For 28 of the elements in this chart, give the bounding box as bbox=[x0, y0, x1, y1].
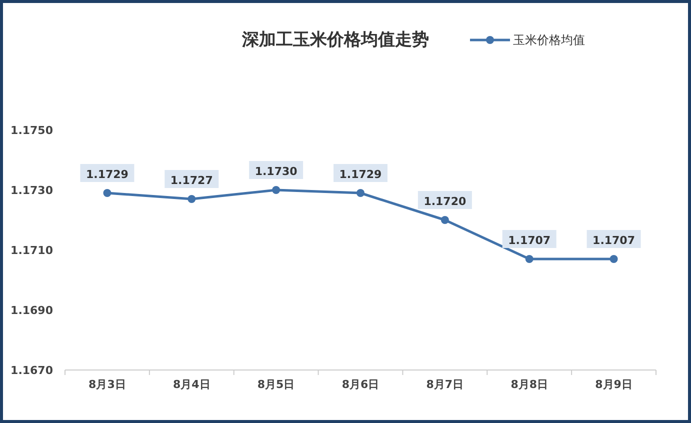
point bbox=[103, 189, 112, 197]
x-tick-label: 8月6日 bbox=[342, 378, 380, 391]
chart-title: 深加工玉米价格均值走势 bbox=[241, 30, 429, 50]
data-label: 1.1729 bbox=[86, 168, 128, 181]
point bbox=[188, 195, 196, 203]
x-tick-label: 8月4日 bbox=[172, 378, 210, 391]
point bbox=[440, 216, 449, 224]
y-tick-label: 1.1710 bbox=[10, 244, 54, 257]
point bbox=[272, 186, 280, 194]
legend-label: 玉米价格均值 bbox=[513, 33, 585, 47]
data-label: 1.1707 bbox=[508, 234, 551, 247]
y-tick-label: 1.1750 bbox=[10, 124, 54, 137]
y-tick-label: 1.1730 bbox=[10, 184, 54, 197]
data-label: 1.1729 bbox=[339, 168, 382, 181]
data-label: 1.1720 bbox=[424, 195, 466, 208]
point bbox=[610, 255, 618, 263]
y-tick-label: 1.1670 bbox=[10, 364, 54, 377]
x-tick-label: 8月5日 bbox=[257, 378, 295, 391]
point bbox=[356, 189, 364, 197]
x-tick-label: 8月9日 bbox=[595, 378, 632, 391]
x-tick-label: 8月3日 bbox=[88, 378, 126, 391]
data-label: 1.1730 bbox=[254, 165, 298, 178]
x-tick-label: 8月7日 bbox=[426, 378, 464, 391]
data-label: 1.1727 bbox=[170, 174, 213, 187]
data-label: 1.1707 bbox=[592, 234, 636, 247]
point bbox=[525, 255, 534, 263]
y-tick-label: 1.1690 bbox=[10, 304, 54, 317]
x-tick-label: 8月8日 bbox=[510, 378, 548, 391]
